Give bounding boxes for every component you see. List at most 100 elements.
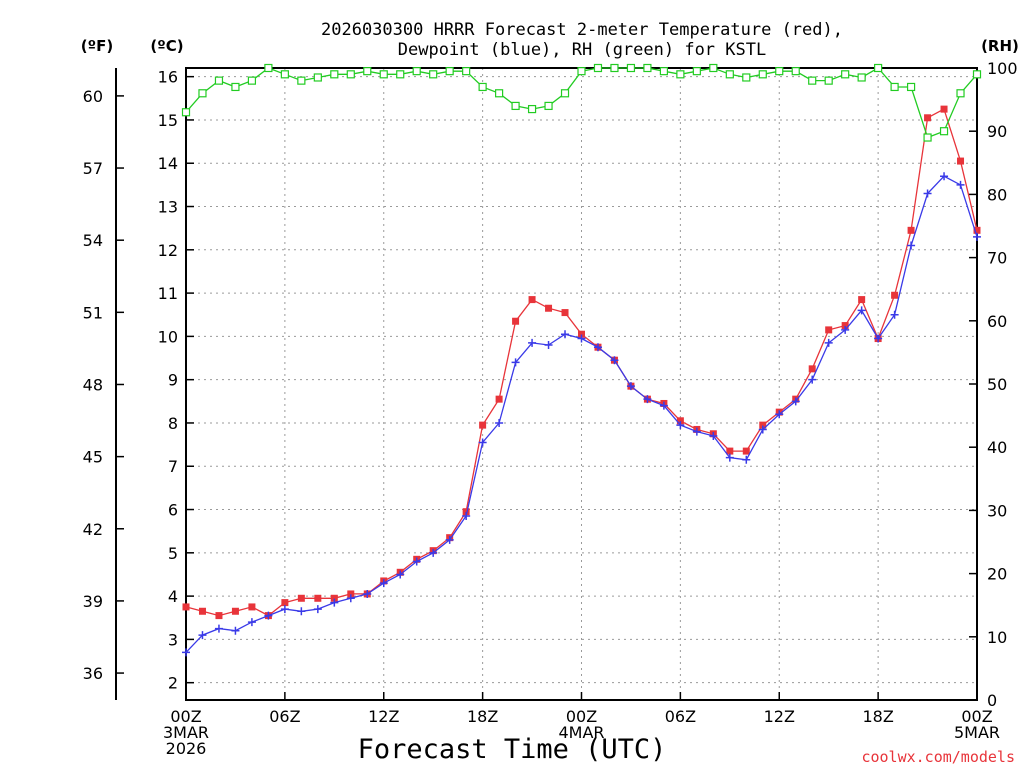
rh-point xyxy=(906,82,916,92)
rh-point xyxy=(972,70,982,79)
dewpoint-point xyxy=(824,338,833,347)
tick-label-rh: 20 xyxy=(987,565,1007,584)
dewpoint-point xyxy=(940,172,949,181)
dewpoint-point xyxy=(561,330,570,339)
tick-label-f: 54 xyxy=(83,231,103,250)
tick-label-c: 11 xyxy=(158,284,178,303)
tick-label-c: 6 xyxy=(168,501,178,520)
temperature-point xyxy=(907,226,915,234)
temperature-point xyxy=(330,594,338,602)
dewpoint-point xyxy=(247,618,256,627)
dewpoint-point xyxy=(264,611,273,620)
temperature-point xyxy=(759,421,767,429)
dewpoint-point xyxy=(313,605,322,614)
tick-label-rh: 10 xyxy=(987,628,1007,647)
dewpoint-point xyxy=(462,512,471,521)
dewpoint-point xyxy=(791,397,800,406)
rh-point xyxy=(808,76,817,85)
tick-label-x: 18Z xyxy=(467,707,498,726)
temperature-point xyxy=(512,317,520,325)
tick-label-x: 18Z xyxy=(862,707,893,726)
dewpoint-point xyxy=(577,334,586,343)
tick-label-f: 39 xyxy=(83,592,103,611)
rh-point xyxy=(709,63,718,73)
dewpoint-point xyxy=(346,594,355,603)
tick-label-c: 15 xyxy=(158,111,178,130)
temperature-point xyxy=(578,330,585,338)
rh-point xyxy=(857,73,866,82)
dewpoint-point xyxy=(330,598,339,607)
dewpoint-point xyxy=(643,395,652,404)
dewpoint-point xyxy=(280,605,289,614)
dewpoint-point xyxy=(874,334,883,343)
tick-label-rh: 40 xyxy=(987,438,1007,457)
rh-point xyxy=(214,76,224,85)
rh-point xyxy=(692,67,701,76)
dewpoint-point xyxy=(973,232,981,241)
tick-label-x: 3MAR xyxy=(163,723,209,742)
temperature-point xyxy=(726,447,734,455)
dewpoint-point xyxy=(692,427,701,436)
dewpoint-point xyxy=(297,607,306,616)
rh-point xyxy=(429,70,438,79)
temperature-point xyxy=(940,105,948,113)
temperature-point xyxy=(281,599,289,607)
rh-point xyxy=(544,101,553,111)
dewpoint-point xyxy=(198,631,207,640)
rh-point xyxy=(297,76,306,85)
temperature-point xyxy=(198,607,206,615)
rh-point xyxy=(511,101,520,111)
temperature-point xyxy=(858,296,866,304)
rh-point xyxy=(758,70,767,79)
rh-point xyxy=(280,70,289,79)
unit-label-fahrenheit: (ºF) xyxy=(81,37,113,55)
rh-point xyxy=(247,76,257,85)
dewpoint-point xyxy=(478,438,487,447)
temperature-point xyxy=(841,322,849,330)
tick-label-c: 4 xyxy=(168,587,178,606)
dewpoint-point xyxy=(742,455,751,464)
tick-label-x: 06Z xyxy=(665,707,696,726)
rh-point xyxy=(198,89,207,98)
axes: 2345678910111213141516363942454851545760… xyxy=(83,59,1018,758)
tick-label-rh: 100 xyxy=(987,59,1018,78)
rh-point xyxy=(396,70,405,79)
rh-point xyxy=(725,70,734,79)
tick-label-c: 16 xyxy=(158,68,178,87)
tick-label-rh: 70 xyxy=(987,249,1007,268)
rh-point xyxy=(346,70,355,79)
temperature-point xyxy=(297,594,305,602)
temperature-point xyxy=(561,309,569,317)
rh-point xyxy=(264,63,273,73)
rh-point xyxy=(495,89,504,98)
rh-point xyxy=(313,73,322,82)
rh-point xyxy=(593,63,603,73)
rh-point xyxy=(330,70,339,79)
dewpoint-point xyxy=(445,535,454,544)
tick-label-x: 00Z xyxy=(170,707,201,726)
dewpoint-point xyxy=(725,453,734,462)
temperature-point xyxy=(957,157,965,165)
chart-title-line-2: Dewpoint (blue), RH (green) for KSTL xyxy=(398,40,766,60)
rh-point xyxy=(742,73,751,82)
rh-point xyxy=(412,67,421,76)
tick-label-rh: 60 xyxy=(987,312,1007,331)
tick-label-f: 45 xyxy=(83,448,103,467)
rh-point xyxy=(841,70,850,79)
series-line-dewpoint xyxy=(185,175,978,653)
rh-point xyxy=(824,76,833,85)
rh-point xyxy=(363,67,372,76)
series-rh xyxy=(181,63,982,142)
tick-label-c: 12 xyxy=(158,241,178,260)
dewpoint-point xyxy=(841,325,850,334)
dewpoint-point xyxy=(544,341,553,350)
rh-point xyxy=(923,133,932,142)
tick-label-c: 5 xyxy=(168,544,178,563)
tick-label-rh: 50 xyxy=(987,375,1007,394)
tick-label-x: 00Z xyxy=(961,707,992,726)
temperature-point xyxy=(676,417,684,425)
rh-point xyxy=(956,89,965,98)
temperature-point xyxy=(742,447,750,455)
rh-point xyxy=(181,108,191,117)
dewpoint-point xyxy=(775,410,784,419)
